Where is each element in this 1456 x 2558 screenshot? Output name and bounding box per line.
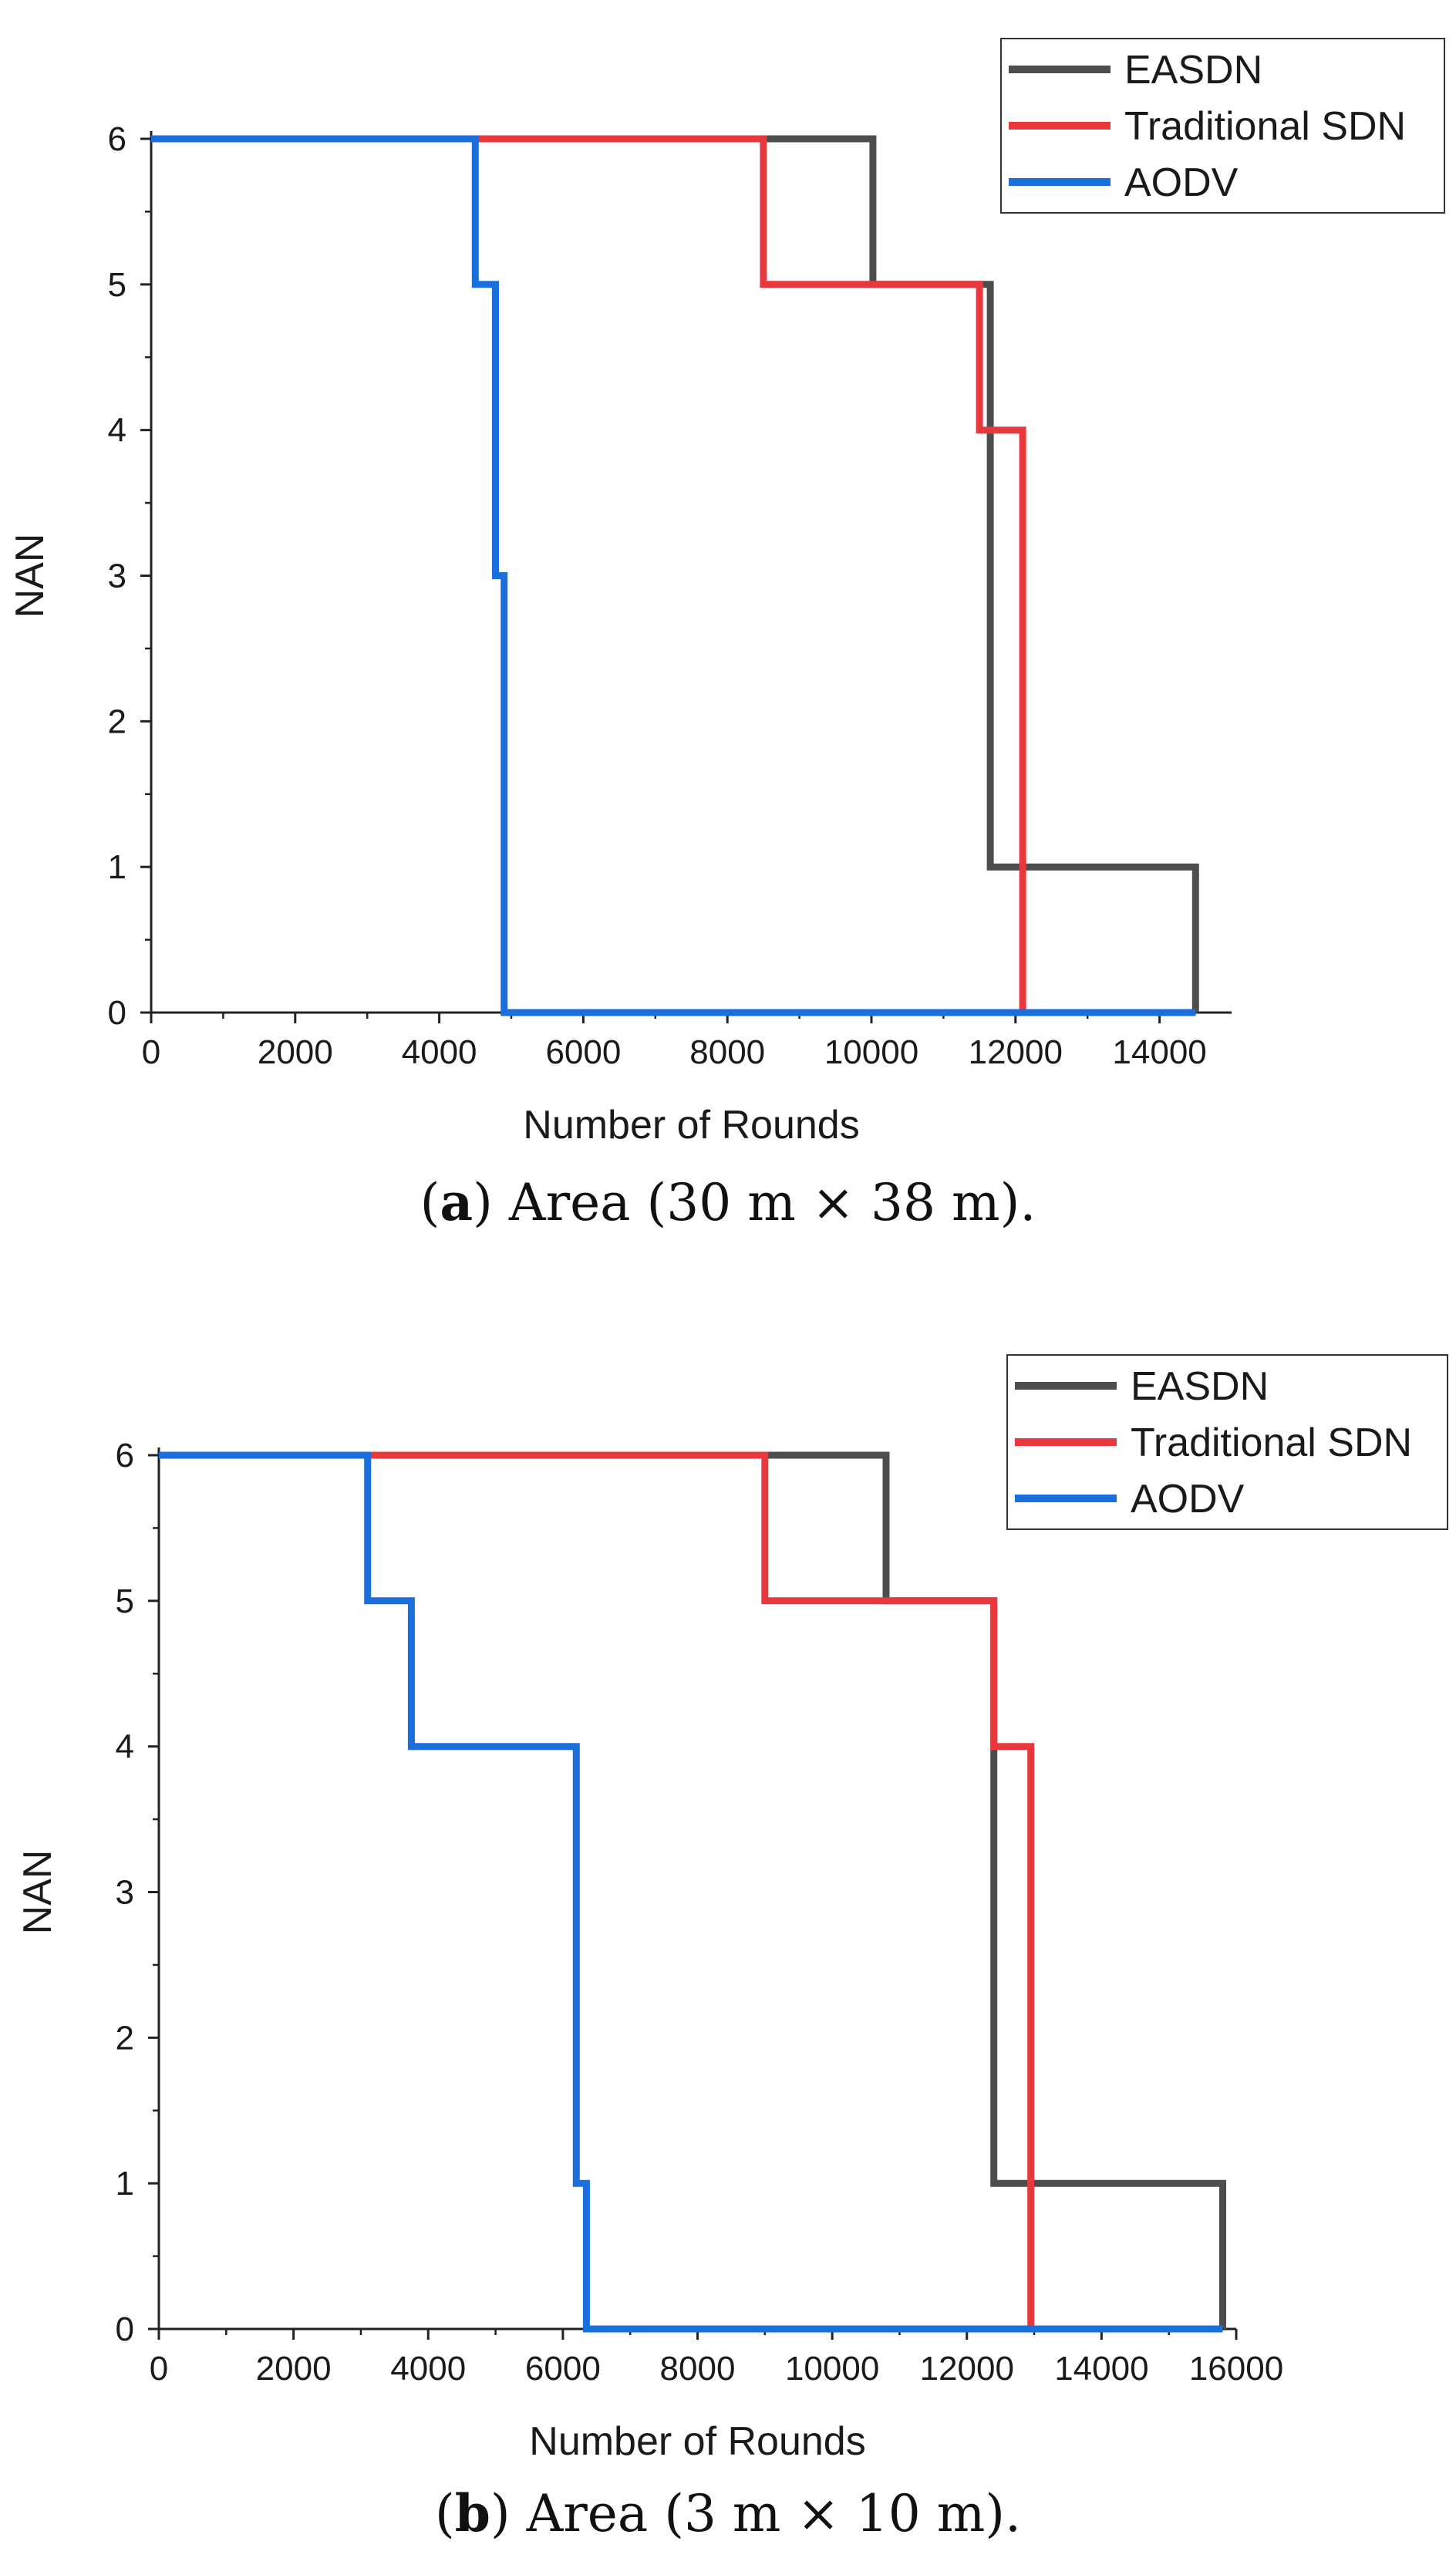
caption-a: (a) Area (30 m × 38 m). bbox=[420, 1172, 1036, 1232]
y-axis-title: NAN bbox=[15, 1850, 60, 1935]
x-tick-label: 4000 bbox=[390, 2350, 466, 2388]
legend-label: AODV bbox=[1124, 160, 1239, 205]
y-tick-label: 5 bbox=[116, 1582, 134, 1620]
y-tick-label: 1 bbox=[116, 2165, 134, 2202]
x-tick-label: 14000 bbox=[1112, 1033, 1206, 1071]
x-axis-title: Number of Rounds bbox=[529, 2419, 865, 2464]
caption-b: (b) Area (3 m × 10 m). bbox=[434, 2483, 1022, 2543]
x-tick-label: 16000 bbox=[1189, 2350, 1283, 2388]
chart-b: 0 2000 4000 6000 8000 10000 12000 14000 16000 0 1 2… bbox=[15, 1354, 1448, 2464]
series-line-traditional-sdn bbox=[159, 1451, 1035, 2329]
y-axis-title: NAN bbox=[8, 534, 52, 618]
legend-label: Traditional SDN bbox=[1131, 1421, 1412, 1465]
x-tick-label: 6000 bbox=[545, 1033, 621, 1071]
x-tick-label: 6000 bbox=[525, 2350, 601, 2388]
y-tick-label: 4 bbox=[108, 412, 126, 450]
y-tick-label: 6 bbox=[108, 120, 126, 158]
x-tick-label: 12000 bbox=[969, 1033, 1063, 1071]
x-tick-label: 10000 bbox=[785, 2350, 879, 2388]
y-tick-label: 0 bbox=[116, 2310, 134, 2348]
y-tick-label: 6 bbox=[116, 1437, 134, 1474]
y-tick-label: 3 bbox=[116, 1874, 134, 1912]
chart-a: 0 2000 4000 6000 8000 10000 12000 14000 0 1 2 3 4 5 6 N… bbox=[8, 38, 1445, 1148]
x-axis-title: Number of Rounds bbox=[523, 1103, 859, 1148]
legend: EASDN Traditional SDN AODV bbox=[1000, 38, 1445, 214]
y-tick-label: 2 bbox=[108, 703, 126, 740]
series-line-aodv bbox=[151, 135, 1196, 1016]
legend-label: Traditional SDN bbox=[1124, 104, 1406, 149]
x-tick-label: 8000 bbox=[660, 2350, 736, 2388]
legend-label: EASDN bbox=[1131, 1364, 1269, 1409]
x-tick-label: 0 bbox=[142, 1033, 160, 1071]
caption-a-text: Area (30 m × 38 m). bbox=[508, 1173, 1036, 1232]
caption-b-letter: b bbox=[454, 2483, 490, 2543]
y-tick-label: 1 bbox=[108, 848, 126, 886]
y-tick-label: 5 bbox=[108, 266, 126, 304]
y-tick-label: 3 bbox=[108, 558, 126, 595]
chart-panel-a: 0 2000 4000 6000 8000 10000 12000 14000 0 1 2 3 4 5 6 N… bbox=[8, 38, 1445, 1232]
caption-a-letter: a bbox=[440, 1172, 474, 1232]
x-tick-label: 2000 bbox=[258, 1033, 333, 1071]
x-tick-label: 14000 bbox=[1054, 2350, 1148, 2388]
series-line-traditional-sdn bbox=[151, 135, 1026, 1013]
chart-panel-b: 0 2000 4000 6000 8000 10000 12000 14000 16000 0 1 2… bbox=[0, 1280, 1456, 2558]
y-tick-label: 2 bbox=[116, 2019, 134, 2057]
x-tick-label: 0 bbox=[150, 2350, 168, 2388]
x-tick-label: 10000 bbox=[824, 1033, 918, 1071]
x-tick-label: 4000 bbox=[402, 1033, 477, 1071]
x-tick-label: 2000 bbox=[256, 2350, 332, 2388]
legend: EASDN Traditional SDN AODV bbox=[1006, 1354, 1448, 1530]
y-tick-label: 4 bbox=[116, 1728, 134, 1766]
y-tick-label: 0 bbox=[108, 994, 126, 1032]
series-line-easdn bbox=[159, 1451, 1226, 2329]
legend-label: EASDN bbox=[1124, 48, 1262, 93]
x-tick-label: 8000 bbox=[689, 1033, 765, 1071]
x-tick-label: 12000 bbox=[920, 2350, 1014, 2388]
caption-b-text: Area (3 m × 10 m). bbox=[526, 2484, 1022, 2543]
series-line-aodv bbox=[159, 1451, 1223, 2333]
legend-label: AODV bbox=[1131, 1477, 1245, 1522]
series-line-easdn bbox=[151, 135, 1199, 1013]
